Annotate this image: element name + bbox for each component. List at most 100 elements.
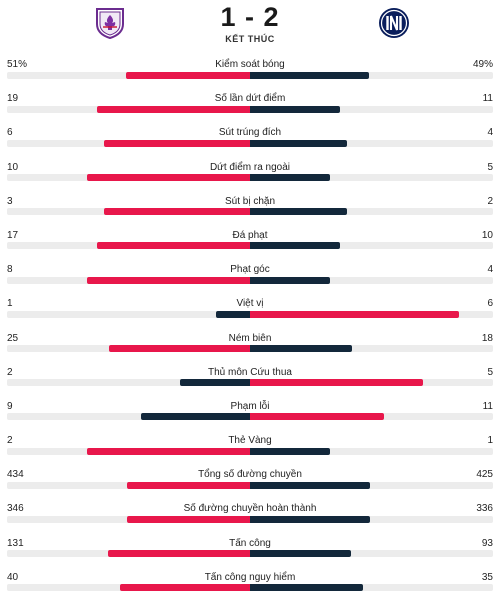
home-stat-value: 51%: [7, 59, 28, 70]
stat-bar-track: [7, 242, 493, 250]
home-stat-value: 6: [7, 127, 13, 139]
away-stat-bar: [250, 242, 340, 250]
stat-row: 434 Tổng số đường chuyền 425: [0, 462, 500, 496]
stat-bar-track: [7, 550, 493, 558]
away-stat-bar: [250, 481, 371, 489]
stat-label: Phạt góc: [230, 264, 270, 276]
away-stat-bar: [250, 515, 370, 523]
away-stat-value: 93: [481, 537, 493, 549]
stat-row: 6 Sút trúng đích 4: [0, 120, 500, 154]
away-stat-value: 425: [476, 469, 493, 481]
stat-bar-track: [7, 276, 493, 284]
away-stat-value: 6: [487, 298, 493, 310]
stat-bar-track: [7, 515, 493, 523]
away-stat-bar: [250, 174, 331, 182]
home-stat-bar: [87, 447, 250, 455]
stat-label: Sút trúng đích: [218, 127, 282, 139]
stat-bar-track: [7, 174, 493, 182]
home-stat-bar: [104, 208, 250, 216]
away-stat-value: 5: [487, 366, 493, 378]
away-stat-bar: [250, 379, 423, 387]
home-stat-bar: [140, 413, 250, 421]
stat-label: Tấn công nguy hiểm: [204, 571, 296, 583]
home-stat-bar: [104, 139, 250, 147]
home-stat-bar: [215, 310, 250, 318]
match-stats-list: 51% Kiểm soát bóng 49% 19 Số lần dứt điểm 11 6…: [0, 52, 500, 599]
stat-row: 346 Số đường chuyền hoàn thành 336: [0, 496, 500, 530]
home-stat-bar: [179, 379, 250, 387]
away-stat-bar: [250, 276, 331, 284]
stat-row: 51% Kiểm soát bóng 49%: [0, 52, 500, 86]
stat-bar-track: [7, 481, 493, 489]
stat-label: Số lần dứt điểm: [214, 93, 286, 105]
stat-bar-track: [7, 208, 493, 216]
stat-label: Dứt điểm ra ngoài: [209, 161, 291, 173]
stat-label: Thủ môn Cứu thua: [208, 366, 292, 378]
home-stat-value: 2: [7, 366, 13, 378]
away-stat-bar: [250, 310, 459, 318]
stat-row: 1 Việt vị 6: [0, 291, 500, 325]
home-stat-value: 1: [7, 298, 13, 310]
stat-row: 17 Đá phạt 10: [0, 223, 500, 257]
away-stat-bar: [250, 208, 348, 216]
away-stat-value: 10: [481, 229, 493, 241]
stat-bar-track: [7, 584, 493, 592]
home-stat-bar: [96, 242, 250, 250]
stat-bar-track: [7, 139, 493, 147]
away-stat-bar: [250, 550, 351, 558]
away-stat-bar: [250, 447, 331, 455]
home-stat-value: 17: [7, 229, 19, 241]
home-stat-value: 9: [7, 400, 13, 412]
away-stat-value: 18: [481, 332, 493, 344]
home-stat-value: 2: [7, 435, 13, 447]
home-stat-value: 131: [7, 537, 24, 549]
home-stat-value: 40: [7, 571, 19, 583]
away-stat-value: 35: [481, 571, 493, 583]
away-stat-bar: [250, 71, 370, 79]
home-stat-value: 346: [7, 503, 24, 515]
stat-bar-track: [7, 345, 493, 352]
away-stat-value: 336: [476, 503, 493, 515]
stat-row: 2 Thẻ Vàng 1: [0, 428, 500, 462]
stat-label: Việt vị: [236, 298, 264, 310]
stat-bar-track: [7, 379, 493, 387]
away-stat-bar: [250, 139, 348, 147]
stat-row: 8 Phạt góc 4: [0, 257, 500, 291]
match-status: KẾT THÚC: [225, 34, 275, 44]
away-stat-value: 1: [487, 435, 493, 447]
stat-bar-track: [7, 310, 493, 318]
stat-bar-track: [7, 447, 493, 455]
stat-row: 19 Số lần dứt điểm 11: [0, 86, 500, 120]
stat-row: 10 Dứt điểm ra ngoài 5: [0, 155, 500, 189]
inter-crest-icon[interactable]: [377, 6, 411, 40]
away-stat-bar: [250, 105, 340, 113]
away-stat-value: 49%: [472, 59, 493, 70]
fiorentina-crest-icon[interactable]: [93, 6, 127, 40]
stat-label: Sút bị chặn: [224, 195, 276, 207]
away-stat-value: 4: [487, 127, 493, 139]
away-stat-value: 11: [482, 93, 493, 105]
away-stat-value: 5: [487, 161, 493, 173]
match-score: 1 - 2: [220, 2, 280, 32]
match-header: 1 - 2 KẾT THÚC: [0, 0, 500, 52]
away-stat-bar: [250, 584, 364, 592]
stat-bar-track: [7, 105, 493, 113]
stat-label: Tấn công: [229, 537, 271, 549]
stat-bar-track: [7, 413, 493, 421]
stat-bar-track: [7, 71, 493, 79]
stat-row: 25 Ném biên 18: [0, 326, 500, 360]
stat-row: 3 Sút bị chặn 2: [0, 189, 500, 223]
stat-label: Kiểm soát bóng: [215, 59, 285, 70]
stat-label: Thẻ Vàng: [228, 435, 272, 447]
home-stat-value: 10: [7, 161, 19, 173]
home-stat-value: 19: [7, 93, 19, 105]
stat-label: Đá phạt: [232, 229, 268, 241]
stat-row: 2 Thủ môn Cứu thua 5: [0, 360, 500, 394]
away-stat-value: 4: [487, 264, 493, 276]
home-stat-bar: [109, 345, 250, 352]
stat-label: Tổng số đường chuyền: [198, 469, 302, 481]
home-stat-value: 434: [7, 469, 24, 481]
away-stat-bar: [250, 345, 353, 352]
home-stat-bar: [126, 515, 250, 523]
home-stat-value: 8: [7, 264, 13, 276]
